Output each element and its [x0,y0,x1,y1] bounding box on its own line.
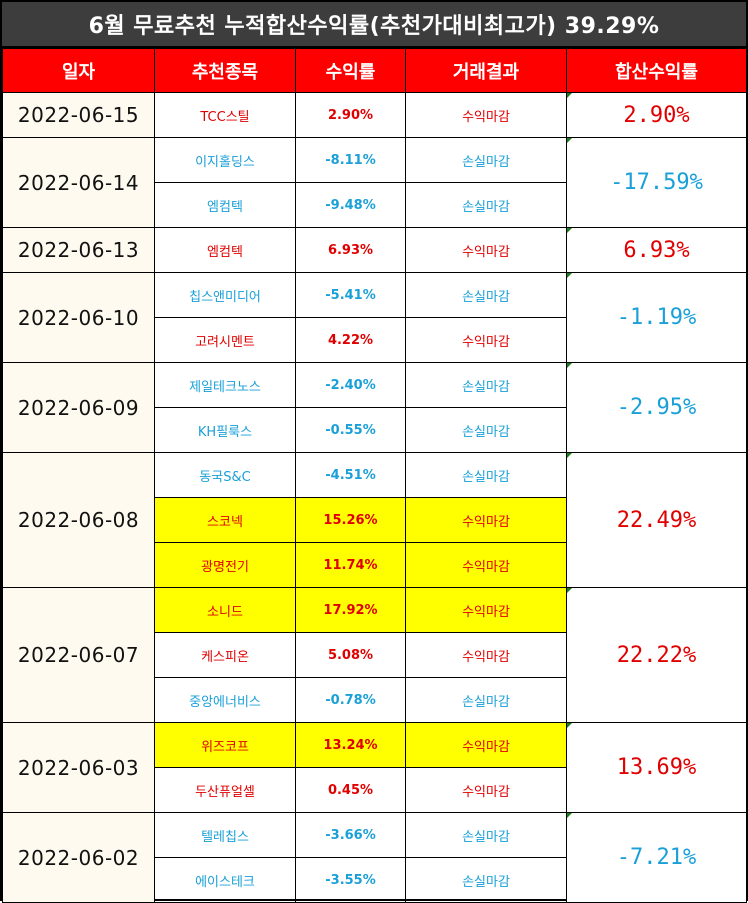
trade-result-cell: 손실마감 [405,272,567,318]
total-return-cell: 22.49% [566,452,747,588]
table-row: KH필룩스 -0.55% 손실마감 [3,407,747,453]
return-cell: 17.92% [295,587,406,633]
table-row: 스코넥 15.26% 수익마감 [3,497,747,543]
trade-result-cell: 수익마감 [405,497,567,543]
trade-result-cell: 손실마감 [405,857,567,903]
trade-result-cell: 손실마감 [405,452,567,498]
stock-name-cell: KH필룩스 [154,407,296,453]
return-cell: -5.41% [295,272,406,318]
table-row: 2022-06-15 TCC스틸 2.90% 수익마감 2.90% [2,92,747,138]
total-return-cell: -7.21% [566,812,747,903]
header-date: 일자 [2,48,155,93]
table-row: 2022-06-07 소니드 17.92% 수익마감 22.22% [2,587,747,723]
header-stock: 추천종목 [154,48,296,93]
trade-result-cell: 수익마감 [405,227,567,273]
header-row: 일자 추천종목 수익률 거래결과 합산수익률 [2,48,747,93]
stock-name-cell: 광명전기 [154,542,296,588]
header-trade-result: 거래결과 [405,48,567,93]
return-cell: -4.51% [295,452,406,498]
total-return-cell: 22.22% [566,587,747,723]
header-total-return: 합산수익률 [566,48,747,93]
trade-result-cell: 손실마감 [405,812,567,858]
trade-result-cell: 수익마감 [405,632,567,678]
sheet-title: 6월 무료추천 누적합산수익률(추천가대비최고가) 39.29% [2,2,746,48]
stock-name-cell: 제일테크노스 [154,362,296,408]
trade-result-cell: 수익마감 [405,317,567,363]
table-row: 에이스테크 -3.55% 손실마감 [3,857,747,903]
stock-name-cell: 두산퓨얼셀 [154,767,296,813]
stock-name-cell: 스코넥 [154,497,296,543]
total-return-cell: 6.93% [566,227,747,273]
table-row: 중앙에너비스 -0.78% 손실마감 [3,677,747,723]
stock-name-cell: 고려시멘트 [154,317,296,363]
return-cell: -3.55% [295,857,406,903]
trade-result-cell: 손실마감 [405,362,567,408]
table-row: 2022-06-13 엠컴텍 6.93% 수익마감 6.93% [2,227,747,273]
date-cell: 2022-06-10 [2,272,155,363]
table-row: 광명전기 11.74% 수익마감 [3,542,747,588]
table-row: 2022-06-10 칩스앤미디어 -5.41% 손실마감 -1.19% [2,272,747,363]
trade-result-cell: 손실마감 [405,182,567,228]
date-cell: 2022-06-14 [2,137,155,228]
table-row: 두산퓨얼셀 0.45% 수익마감 [3,767,747,813]
total-return-cell: -2.95% [566,362,747,453]
stock-name-cell: 동국S&C [154,452,296,498]
total-return-cell: 2.90% [566,92,747,138]
total-return-cell: -1.19% [566,272,747,363]
results-table: 일자 추천종목 수익률 거래결과 합산수익률 2022-06-15 TCC스틸 2.… [2,48,747,903]
stock-name-cell: 위즈코프 [154,722,296,768]
stock-name-cell: 칩스앤미디어 [154,272,296,318]
return-cell: -3.66% [295,812,406,858]
table-row: 2022-06-09 제일테크노스 -2.40% 손실마감 -2.95% [2,362,747,453]
trade-result-cell: 수익마감 [405,587,567,633]
date-cell: 2022-06-15 [2,92,155,138]
total-return-cell: -17.59% [566,137,747,228]
return-cell: 2.90% [295,92,406,138]
date-cell: 2022-06-02 [2,812,155,903]
stock-name-cell: 엠컴텍 [154,182,296,228]
stock-name-cell: 엠컴텍 [154,227,296,273]
date-cell: 2022-06-08 [2,452,155,588]
table-body: 2022-06-15 TCC스틸 2.90% 수익마감 2.90% 2022-06-14 이… [2,92,747,903]
return-cell: 4.22% [295,317,406,363]
table-row: 고려시멘트 4.22% 수익마감 [3,317,747,363]
date-cell: 2022-06-03 [2,722,155,813]
stock-name-cell: 이지홀딩스 [154,137,296,183]
stock-name-cell: TCC스틸 [154,92,296,138]
return-cell: -9.48% [295,182,406,228]
trade-result-cell: 수익마감 [405,542,567,588]
return-cell: -0.78% [295,677,406,723]
stock-name-cell: 중앙에너비스 [154,677,296,723]
date-cell: 2022-06-07 [2,587,155,723]
table-row: 2022-06-08 동국S&C -4.51% 손실마감 22.49% [2,452,747,588]
return-cell: 11.74% [295,542,406,588]
table-row: 2022-06-02 텔레칩스 -3.66% 손실마감 -7.21% [2,812,747,903]
return-cell: 5.08% [295,632,406,678]
stock-name-cell: 텔레칩스 [154,812,296,858]
trade-result-cell: 수익마감 [405,92,567,138]
stock-name-cell: 에이스테크 [154,857,296,903]
return-cell: 13.24% [295,722,406,768]
header-return: 수익률 [295,48,406,93]
stock-name-cell: 소니드 [154,587,296,633]
trade-result-cell: 손실마감 [405,407,567,453]
trade-result-cell: 손실마감 [405,677,567,723]
total-return-cell: 13.69% [566,722,747,813]
return-cell: -2.40% [295,362,406,408]
date-cell: 2022-06-09 [2,362,155,453]
stock-name-cell: 케스피온 [154,632,296,678]
return-cell: 6.93% [295,227,406,273]
trade-result-cell: 수익마감 [405,722,567,768]
return-cell: 0.45% [295,767,406,813]
trade-result-cell: 손실마감 [405,137,567,183]
return-cell: -0.55% [295,407,406,453]
return-cell: -8.11% [295,137,406,183]
table-row: 케스피온 5.08% 수익마감 [3,632,747,678]
date-cell: 2022-06-13 [2,227,155,273]
table-row: 2022-06-03 위즈코프 13.24% 수익마감 13.69% [2,722,747,813]
trade-result-cell: 수익마감 [405,767,567,813]
return-cell: 15.26% [295,497,406,543]
table-row: 2022-06-14 이지홀딩스 -8.11% 손실마감 -17.59% [2,137,747,228]
